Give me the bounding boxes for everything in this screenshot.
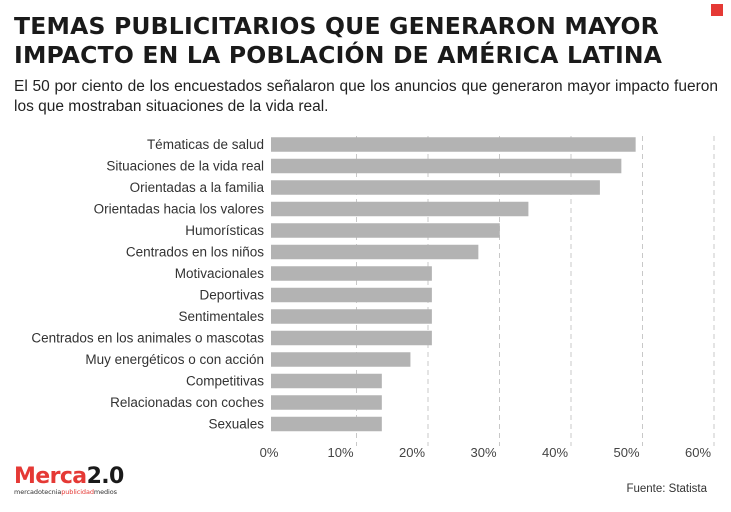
bar — [271, 287, 432, 303]
title-line-2: IMPACTO EN LA POBLACIÓN DE AMÉRICA LATIN… — [14, 41, 663, 69]
logo-wordmark: Merca2.0 — [14, 466, 124, 488]
merca-logo: Merca2.0 mercadotecniapublicidadmedios — [14, 466, 124, 497]
logo-version: 2.0 — [86, 464, 125, 489]
title-line-1: TEMAS PUBLICITARIOS QUE GENERARON MAYOR — [14, 12, 659, 40]
logo-tagline-b: publicidad — [61, 488, 94, 496]
category-label: Humorísticas — [185, 223, 264, 238]
x-tick-label: 50% — [613, 445, 639, 460]
bar — [271, 137, 636, 152]
bar — [271, 352, 411, 367]
bar — [271, 416, 382, 432]
chart-subtitle: El 50 por ciento de los encuestados seña… — [14, 78, 718, 115]
category-label-layer: Tématicas de salud Situaciones de la vida… — [31, 137, 264, 432]
bar — [271, 373, 382, 389]
category-label: Orientadas hacia los valores — [94, 202, 265, 217]
category-label: Competitivas — [186, 374, 264, 389]
category-label: Situaciones de la vida real — [106, 159, 264, 174]
category-label: Tématicas de salud — [147, 137, 264, 152]
chart-title: TEMAS PUBLICITARIOS QUE GENERARON MAYOR … — [14, 12, 694, 70]
x-tick-label: 40% — [542, 445, 568, 460]
category-label: Centrados en los animales o mascotas — [31, 331, 264, 346]
logo-brand: Merca — [14, 464, 87, 489]
bar — [271, 266, 432, 281]
bar — [271, 330, 432, 346]
brand-accent-square — [711, 4, 723, 16]
x-tick-label: 30% — [470, 445, 496, 460]
category-label: Centrados en los niños — [126, 245, 264, 260]
category-label: Deportivas — [199, 288, 264, 303]
bar — [271, 158, 622, 174]
bar — [271, 395, 382, 410]
category-label: Muy energéticos o con acción — [85, 352, 264, 367]
bar — [271, 309, 432, 324]
x-tick-label: 10% — [327, 445, 353, 460]
logo-tagline-a: mercadotecnia — [14, 488, 62, 496]
category-label: Sexuales — [208, 417, 264, 432]
x-tick-label: 0% — [260, 445, 279, 460]
category-label: Motivacionales — [175, 266, 265, 281]
logo-tagline: mercadotecniapublicidadmedios — [14, 488, 124, 496]
category-label: Sentimentales — [178, 309, 264, 324]
category-label: Orientadas a la familia — [130, 180, 265, 195]
source-note: Fuente: Statista — [626, 483, 707, 495]
bar — [271, 180, 600, 195]
x-tick-label: 20% — [399, 445, 425, 460]
bar — [271, 201, 529, 217]
tick-label-layer: 0% 10% 20% 30% 40% 50% 60% — [260, 445, 712, 460]
logo-tagline-c: medios — [93, 488, 117, 496]
bar-layer — [271, 137, 636, 432]
category-label: Relacionadas con coches — [110, 395, 264, 410]
bar — [271, 223, 500, 238]
bar — [271, 244, 479, 260]
x-tick-label: 60% — [685, 445, 711, 460]
